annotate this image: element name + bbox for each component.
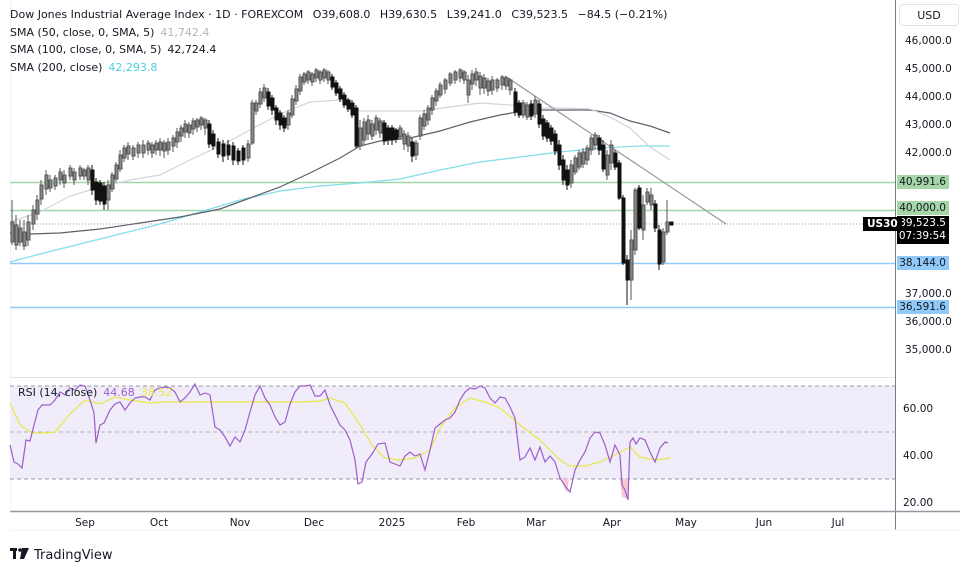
tradingview-logo-icon [10, 548, 30, 563]
sma200-value: 42,293.8 [108, 60, 158, 74]
ohlc-open: O39,608.0 [312, 8, 371, 21]
time-label: Oct [149, 517, 169, 529]
symbol-tag: US30 [863, 217, 902, 231]
time-label: Mar [526, 517, 546, 529]
sma50-label: SMA (50, close, 0, SMA, 5) [10, 25, 155, 39]
indicator-sma200[interactable]: SMA (200, close) 42,293.8 [10, 59, 667, 77]
price-tick: 42,000.0 [905, 147, 952, 159]
sma100-value: 42,724.4 [167, 43, 217, 56]
symbol-header[interactable]: Dow Jones Industrial Average Index · 1D … [10, 6, 667, 24]
level-tag-38144[interactable]: 38,144.0 [897, 256, 949, 270]
candlesticks[interactable] [10, 68, 674, 305]
ohlc-close: C39,523.5 [511, 8, 568, 21]
last-price-tag: 39,523.5 07:39:54 [897, 216, 949, 244]
rsi-ma-line[interactable] [9, 396, 671, 467]
sma50-value: 41,742.4 [160, 25, 210, 39]
ohlc-high: H39,630.5 [379, 8, 438, 21]
rsi-legend[interactable]: RSI (14, close) 44.68 38.52 [18, 386, 172, 399]
time-label: Feb [456, 517, 476, 529]
rsi-tick: 40.00 [903, 450, 934, 462]
price-tick: 43,000.0 [905, 119, 952, 131]
brand-name: TradingView [34, 548, 113, 563]
time-label: Sep [75, 517, 95, 529]
time-label: Nov [229, 517, 251, 529]
price-tick: 44,000.0 [905, 91, 952, 103]
price-tick: 45,000.0 [905, 63, 952, 75]
last-price: 39,523.5 [899, 217, 946, 229]
rsi-tick: 20.00 [903, 497, 934, 509]
rsi-value: 44.68 [103, 386, 135, 399]
price-tick: 46,000.0 [905, 35, 952, 47]
rsi-ma-value: 38.52 [140, 386, 173, 399]
ohlc-change: −84.5 (−0.21%) [577, 8, 668, 21]
currency-button[interactable]: USD [899, 4, 959, 26]
tradingview-branding[interactable]: TradingView [10, 548, 113, 563]
ohlc-low: L39,241.0 [446, 8, 502, 21]
price-tick: 35,000.0 [905, 344, 952, 356]
time-label: Dec [303, 517, 325, 529]
sma200-label: SMA (200, close) [10, 60, 103, 74]
bar-countdown: 07:39:54 [898, 230, 946, 242]
time-label: 2025 [378, 517, 406, 529]
time-label: Jun [755, 517, 773, 529]
rsi-label: RSI (14, close) [18, 386, 98, 399]
chart-legend: Dow Jones Industrial Average Index · 1D … [10, 6, 667, 76]
level-tag-40000[interactable]: 40,000.0 [897, 201, 949, 215]
rsi-tick: 60.00 [903, 403, 934, 415]
sma200-line[interactable] [9, 145, 670, 263]
indicator-sma50[interactable]: SMA (50, close, 0, SMA, 5) 41,742.4 [10, 24, 667, 42]
sma50-line[interactable] [9, 99, 671, 223]
time-label: May [675, 517, 697, 529]
time-label: Jul [831, 517, 845, 529]
level-tag-40991[interactable]: 40,991.6 [897, 175, 949, 189]
symbol-title[interactable]: Dow Jones Industrial Average Index · 1D … [10, 8, 304, 21]
time-label: Apr [602, 517, 622, 529]
indicator-sma100[interactable]: SMA (100, close, 0, SMA, 5) 42,724.4 [10, 41, 667, 59]
rsi-line[interactable] [9, 382, 669, 501]
price-tick: 37,000.0 [905, 288, 952, 300]
price-tick: 36,000.0 [905, 316, 952, 328]
sma100-label: SMA (100, close, 0, SMA, 5) [10, 43, 162, 56]
level-tag-36591[interactable]: 36,591.6 [897, 300, 949, 314]
